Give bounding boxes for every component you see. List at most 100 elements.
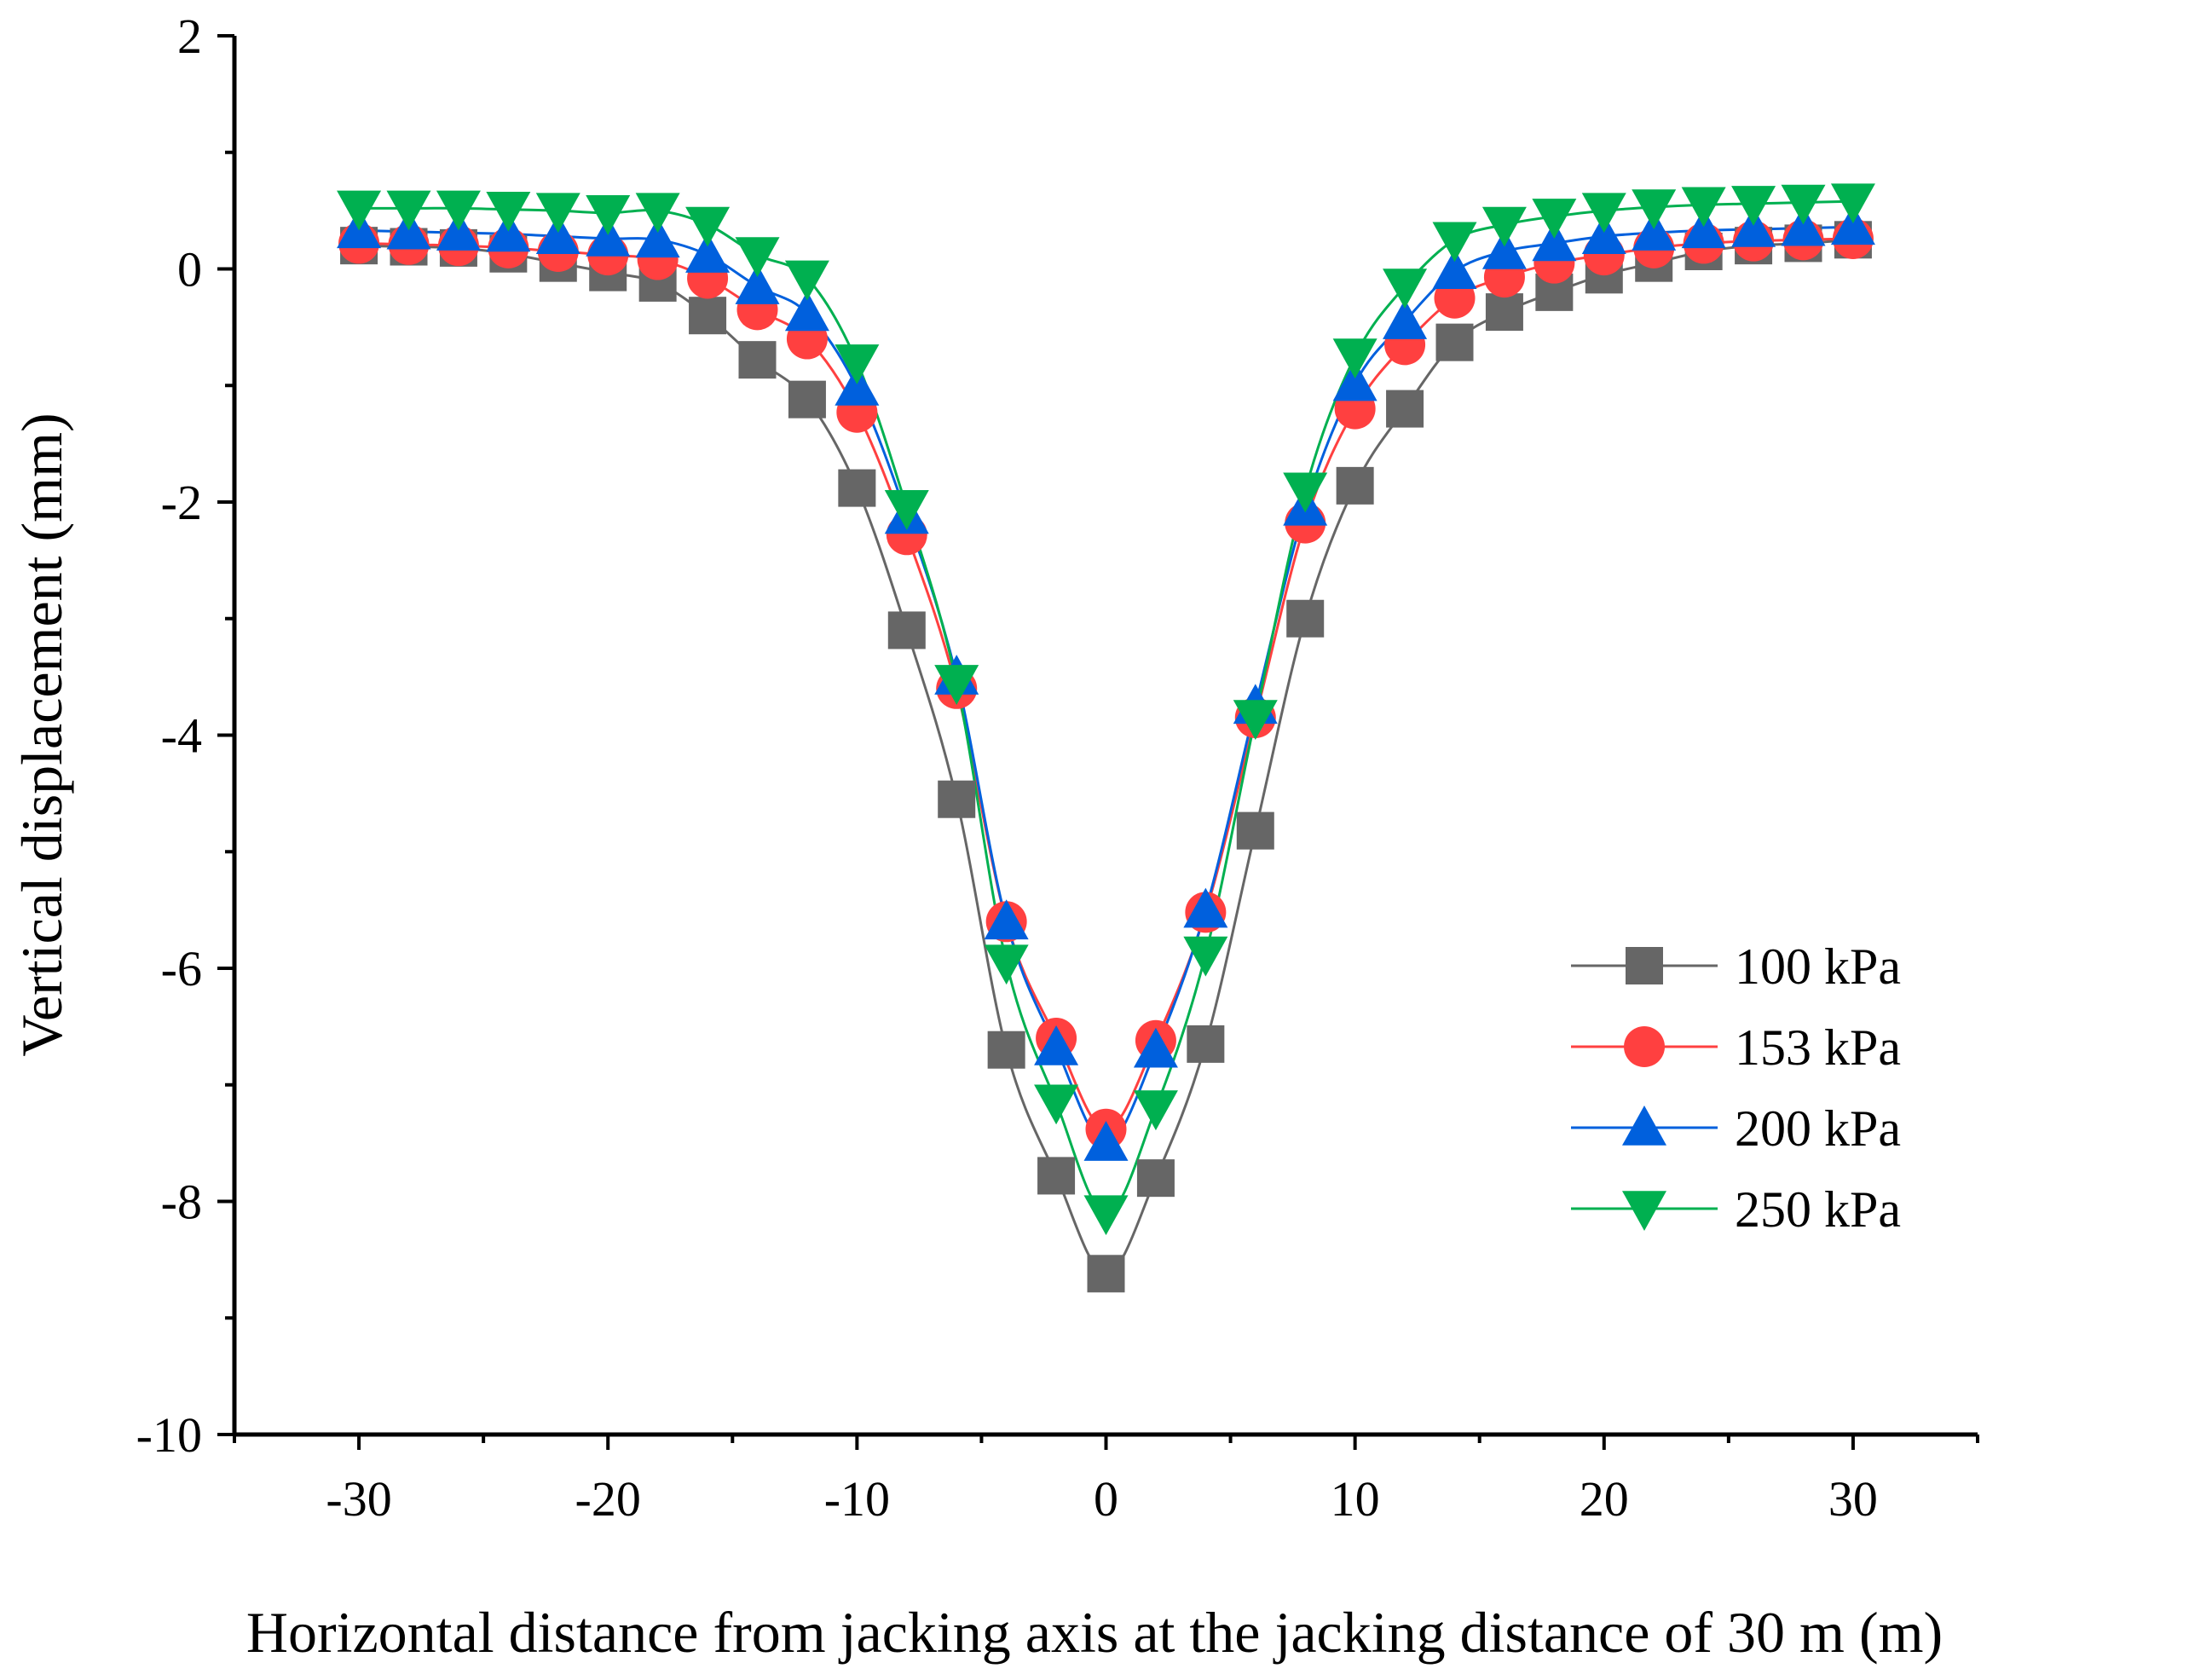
- data-point: [586, 195, 631, 235]
- y-tick-label: -6: [161, 941, 202, 996]
- data-point: [1083, 1121, 1129, 1161]
- data-point: [1133, 1090, 1178, 1131]
- data-point: [1432, 222, 1477, 263]
- x-tick-label: -10: [824, 1471, 890, 1527]
- series-line-250-kpa: [359, 199, 1853, 1215]
- legend-item: 153 kPa: [1571, 1019, 1901, 1076]
- data-point: [1781, 205, 1826, 246]
- data-point: [835, 344, 880, 384]
- data-point: [938, 780, 976, 818]
- legend-marker: [1624, 1026, 1665, 1067]
- data-point: [1632, 189, 1677, 230]
- data-point: [535, 214, 580, 255]
- data-point: [586, 216, 631, 257]
- x-tick-label: 0: [1094, 1471, 1118, 1527]
- legend-marker: [1622, 1191, 1666, 1231]
- data-point: [1731, 207, 1776, 247]
- data-point: [1332, 338, 1378, 379]
- data-point: [788, 380, 826, 419]
- data-point: [1187, 1025, 1225, 1063]
- x-tick-label: 30: [1828, 1471, 1878, 1527]
- data-point: [486, 211, 531, 252]
- y-tick-label: 0: [177, 242, 202, 297]
- data-point: [1034, 1025, 1079, 1065]
- data-point: [337, 190, 382, 231]
- series-points-200-kpa: [337, 205, 1875, 1161]
- data-point: [1432, 249, 1477, 290]
- data-point: [1386, 390, 1424, 428]
- data-point: [1681, 208, 1726, 249]
- data-point: [1383, 299, 1428, 339]
- y-axis-title: Vertical displacement (mm): [9, 413, 74, 1056]
- y-tick-label: -8: [161, 1175, 202, 1230]
- legend-marker: [1626, 947, 1663, 984]
- data-point: [486, 191, 531, 232]
- plot-area: -30 -20 -10 0 10 20 30-10-8-6-4-202: [136, 9, 1979, 1527]
- legend-marker: [1622, 1106, 1666, 1146]
- data-point: [784, 260, 829, 301]
- data-point: [1681, 187, 1726, 228]
- legend-item: 200 kPa: [1571, 1100, 1901, 1157]
- legend-label: 200 kPa: [1735, 1100, 1901, 1157]
- data-point: [1283, 472, 1328, 513]
- data-point: [1133, 1027, 1178, 1068]
- data-point: [1581, 193, 1626, 234]
- legend: 100 kPa 153 kPa 200 kPa 250 kPa: [1571, 938, 1901, 1238]
- data-point: [1087, 1255, 1125, 1293]
- series-markers: [337, 183, 1875, 1293]
- data-point: [1083, 1195, 1129, 1236]
- data-point: [1236, 811, 1274, 850]
- data-point: [386, 190, 431, 231]
- data-point: [884, 490, 929, 530]
- data-point: [436, 190, 481, 231]
- data-point: [1183, 887, 1228, 928]
- data-point: [1383, 268, 1428, 309]
- y-tick-label: 2: [177, 9, 202, 64]
- data-point: [984, 944, 1029, 985]
- data-point: [838, 469, 876, 507]
- series-points-250-kpa: [337, 183, 1875, 1236]
- data-point: [1037, 1157, 1076, 1195]
- y-tick-label: -4: [161, 708, 202, 764]
- legend-label: 153 kPa: [1735, 1019, 1901, 1076]
- data-point: [1034, 1084, 1079, 1125]
- data-point: [735, 237, 780, 278]
- data-point: [1532, 221, 1577, 262]
- data-point: [436, 211, 481, 251]
- data-point: [735, 264, 780, 304]
- data-point: [1830, 183, 1875, 224]
- data-point: [1532, 199, 1577, 239]
- data-point: [635, 217, 680, 258]
- data-point: [784, 291, 829, 332]
- x-tick-label: -30: [326, 1471, 391, 1527]
- data-point: [984, 899, 1029, 940]
- data-point: [1481, 206, 1527, 247]
- x-axis-title: Horizontal distance from jacking axis at…: [246, 1600, 1943, 1665]
- data-point: [685, 233, 731, 273]
- y-tick-label: -10: [136, 1407, 202, 1463]
- axis-ticks: [217, 34, 1979, 1450]
- x-tick-label: 20: [1580, 1471, 1629, 1527]
- data-point: [738, 341, 777, 379]
- y-tick-label: -2: [161, 475, 202, 530]
- data-point: [1336, 466, 1374, 505]
- series-line-153-kpa: [359, 237, 1853, 1131]
- data-point: [1485, 293, 1523, 332]
- data-point: [1481, 228, 1527, 269]
- legend-label: 100 kPa: [1735, 938, 1901, 995]
- legend-item: 100 kPa: [1571, 938, 1901, 995]
- data-point: [987, 1031, 1025, 1069]
- data-point: [689, 297, 727, 335]
- data-point: [1286, 599, 1325, 638]
- series-points-153-kpa: [338, 217, 1874, 1150]
- data-point: [835, 365, 880, 406]
- data-point: [1830, 205, 1875, 245]
- x-tick-label: -20: [575, 1471, 641, 1527]
- series-line-200-kpa: [359, 225, 1853, 1145]
- data-point: [1332, 361, 1378, 401]
- data-point: [685, 206, 731, 247]
- data-point: [887, 611, 926, 649]
- legend-label: 250 kPa: [1735, 1181, 1901, 1238]
- data-point: [1233, 700, 1278, 740]
